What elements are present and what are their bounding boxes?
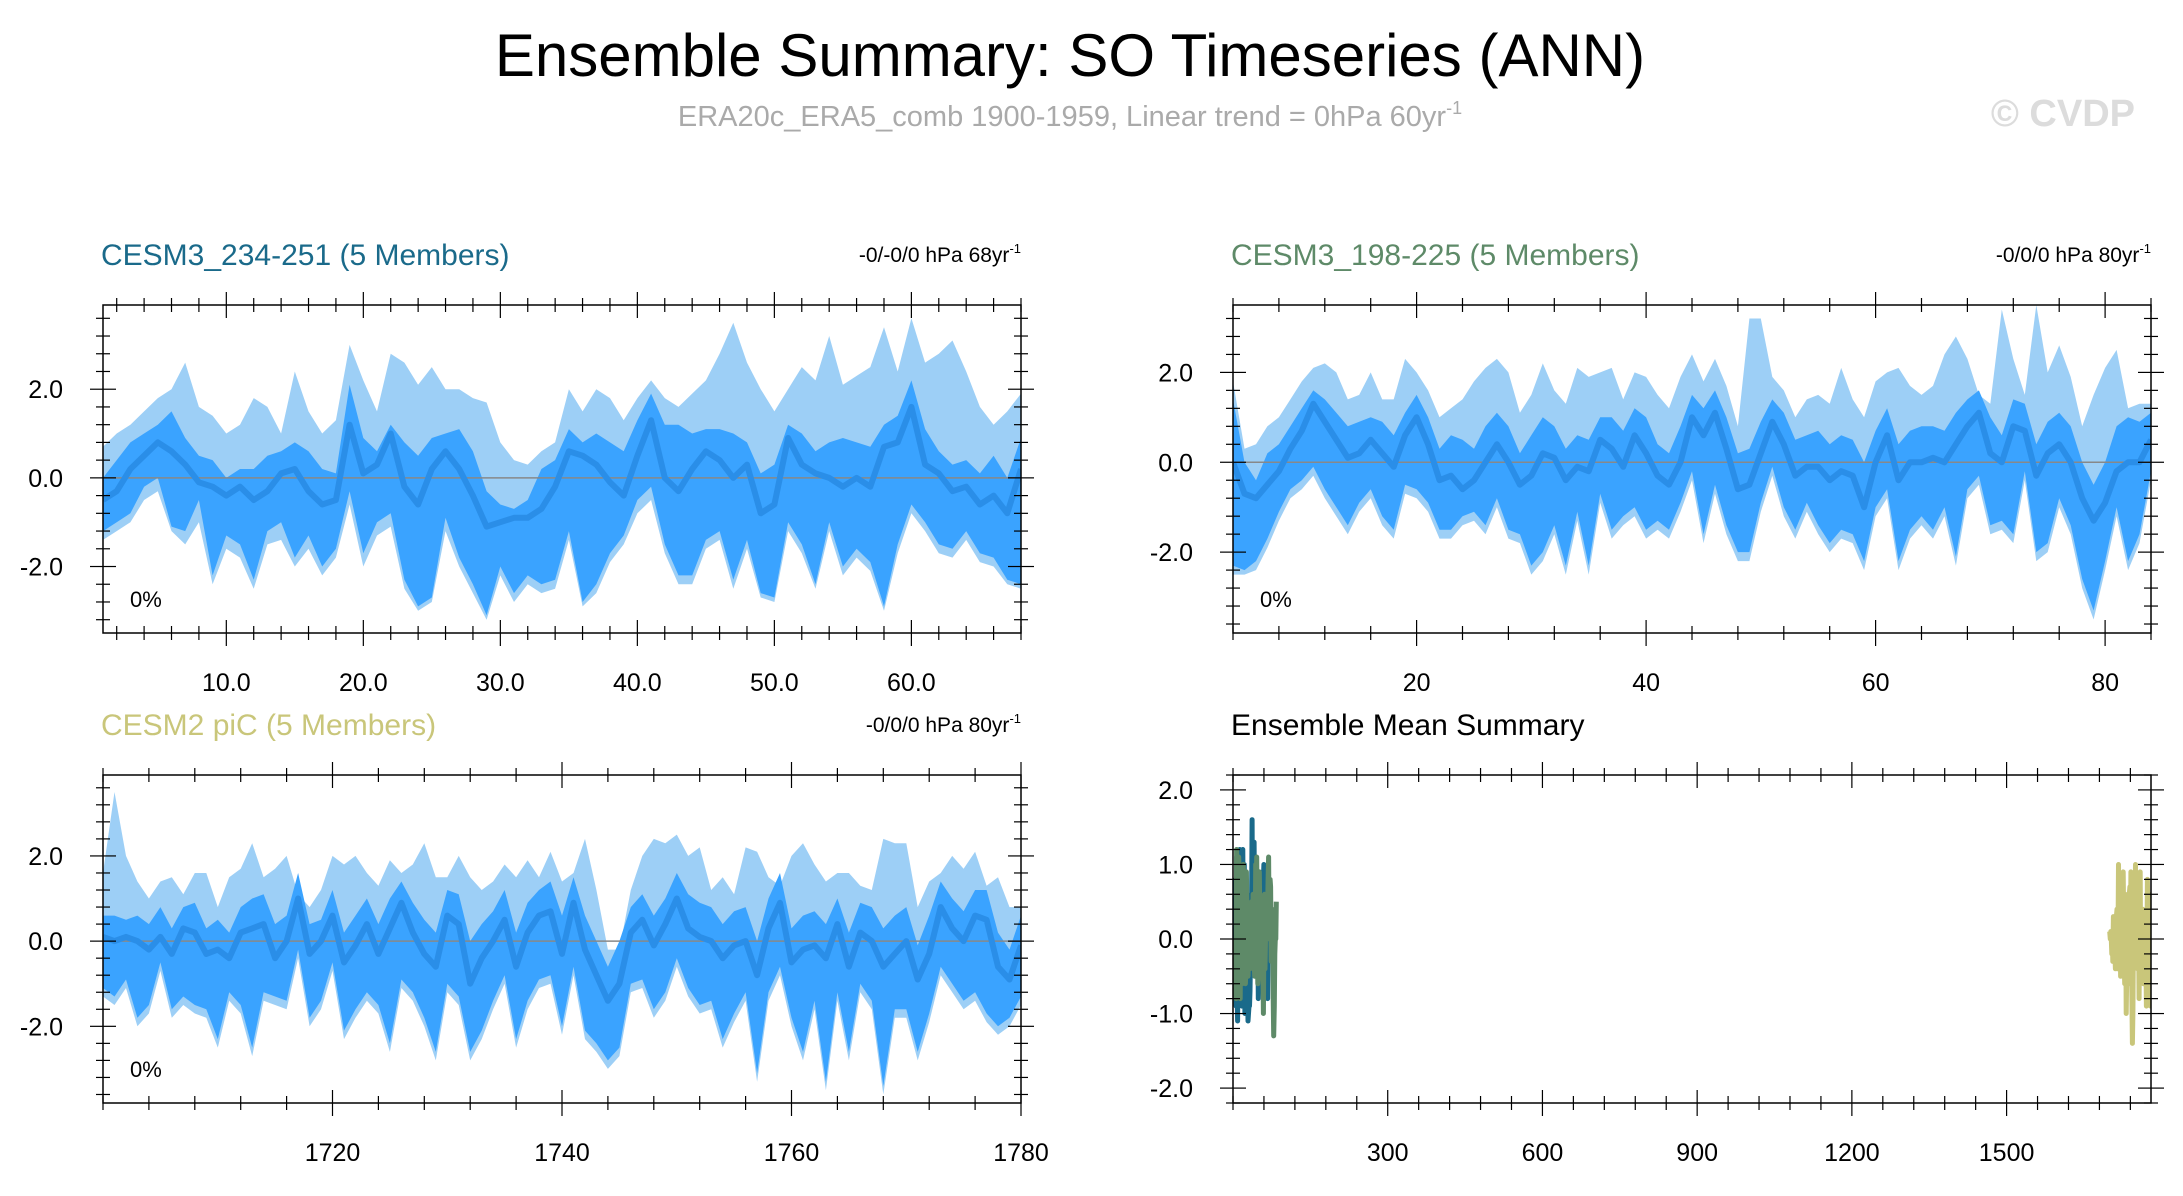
x-tick-label: 1200 (1824, 1139, 1880, 1167)
trend-text: -0/-0/0 hPa 68yr (859, 244, 1010, 267)
y-tick-label: 2.0 (28, 376, 63, 404)
x-tick-label: 60.0 (887, 669, 936, 697)
ensemble-mean-line (103, 403, 1021, 530)
x-tick-label: 1760 (764, 1139, 820, 1167)
x-tick-label: 20.0 (339, 669, 388, 697)
panel-title: CESM2 piC (5 Members) (101, 709, 436, 742)
panel-content (1233, 305, 2151, 620)
panel-content (103, 318, 1021, 620)
y-tick-label: 0.0 (1158, 926, 1193, 954)
subtitle-text: ERA20c_ERA5_comb 1900-1959, Linear trend… (678, 101, 1447, 133)
x-tick-label: 30.0 (476, 669, 525, 697)
x-tick-label: 300 (1367, 1139, 1409, 1167)
ensemble-mean-line (1233, 400, 2151, 524)
y-tick-label: 1.0 (1158, 851, 1193, 879)
panel-title: CESM3_234-251 (5 Members) (101, 239, 510, 272)
y-tick-label: 0.0 (28, 465, 63, 493)
panel-p4: Ensemble Mean Summary -2.0 -1.0 0.0 1.0 2.0 30… (1150, 709, 2164, 1167)
figure-subtitle: ERA20c_ERA5_comb 1900-1959, Linear trend… (678, 98, 1462, 133)
trend-label: -0/-0/0 hPa 68yr-1 (859, 241, 1021, 267)
y-tick-label: 0.0 (28, 928, 63, 956)
x-tick-label: 40.0 (613, 669, 662, 697)
y-tick-label: 2.0 (1158, 777, 1193, 805)
y-tick-label: -2.0 (20, 1013, 63, 1041)
trend-text: -0/0/0 hPa 80yr (866, 714, 1010, 737)
figure-title: Ensemble Summary: SO Timeseries (ANN) (495, 22, 1645, 89)
panel-p2: 0% -0/0/0 hPa 80yr-1 CESM3_198-225 (5 Memb… (1150, 239, 2164, 697)
y-tick-label: -2.0 (1150, 1075, 1193, 1103)
trend-label: -0/0/0 hPa 80yr-1 (1996, 241, 2151, 267)
trend-text: -0/0/0 hPa 80yr (1996, 244, 2140, 267)
percent-label: 0% (130, 587, 162, 612)
y-tick-label: 0.0 (1158, 449, 1193, 477)
y-tick-label: -1.0 (1150, 1001, 1193, 1029)
panel-title: Ensemble Mean Summary (1231, 709, 1584, 742)
panel-p3: 0% -0/0/0 hPa 80yr-1 CESM2 piC (5 Members)… (20, 709, 1049, 1167)
x-tick-label: 40 (1632, 669, 1660, 697)
x-tick-label: 50.0 (750, 669, 799, 697)
panel-p1: 0% -0/-0/0 hPa 68yr-1 CESM3_234-251 (5 Mem… (20, 239, 1034, 697)
panel-content (1233, 817, 2151, 1046)
percent-label: 0% (130, 1057, 162, 1082)
y-tick-label: -2.0 (20, 554, 63, 582)
series-line-3 (2107, 862, 2151, 1046)
inner-range-band (1233, 390, 2151, 611)
trend-sup: -1 (2139, 241, 2151, 256)
y-tick-label: 2.0 (28, 843, 63, 871)
ensemble-mean-line (103, 895, 1021, 1004)
plot-frame (1232, 774, 2152, 1104)
plot-frame (102, 304, 1022, 634)
x-tick-label: 1740 (534, 1139, 590, 1167)
x-tick-label: 1500 (1979, 1139, 2035, 1167)
panel-content (103, 792, 1021, 1095)
x-tick-label: 900 (1676, 1139, 1718, 1167)
x-tick-label: 60 (1862, 669, 1890, 697)
x-tick-label: 10.0 (202, 669, 251, 697)
trend-sup: -1 (1009, 711, 1021, 726)
series-line-2 (1233, 847, 1279, 1039)
y-tick-label: 2.0 (1158, 359, 1193, 387)
subtitle-sup: -1 (1446, 98, 1462, 118)
x-tick-label: 1720 (305, 1139, 361, 1167)
panel-title: CESM3_198-225 (5 Members) (1231, 239, 1640, 272)
trend-label: -0/0/0 hPa 80yr-1 (866, 711, 1021, 737)
percent-label: 0% (1260, 587, 1292, 612)
watermark: © CVDP (1991, 93, 2135, 135)
x-tick-label: 1780 (993, 1139, 1049, 1167)
y-tick-label: -2.0 (1150, 539, 1193, 567)
x-tick-label: 600 (1522, 1139, 1564, 1167)
x-tick-label: 20 (1403, 669, 1431, 697)
trend-sup: -1 (1009, 241, 1021, 256)
x-tick-label: 80 (2091, 669, 2119, 697)
